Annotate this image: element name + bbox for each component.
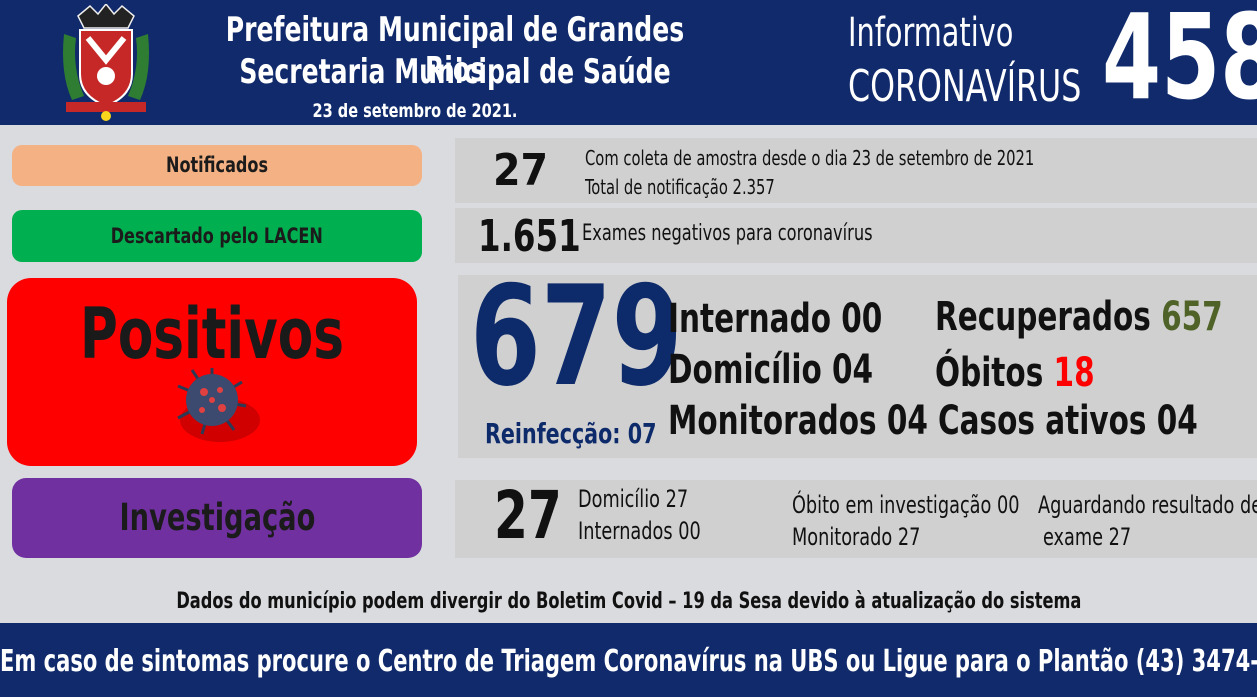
monitorados-text: Monitorados 04 xyxy=(668,398,928,444)
obitos-label: Óbitos xyxy=(935,350,1054,396)
inv-monitorado-text: Monitorado 27 xyxy=(792,523,921,551)
investigacao-panel xyxy=(455,480,1257,558)
notificados-line1: Com coleta de amostra desde o dia 23 de … xyxy=(585,146,1035,170)
recuperados-label: Recuperados xyxy=(935,294,1162,340)
coronavirus-label: CORONAVÍRUS xyxy=(848,61,1082,112)
positivos-panel xyxy=(458,275,1257,458)
descartado-label: Descartado pelo LACEN xyxy=(12,210,422,262)
footer-text: Em caso de sintomas procure o Centro de … xyxy=(0,644,1257,679)
inv-domicilio-text: Domicílio 27 xyxy=(578,485,689,513)
notificados-line2: Total de notificação 2.357 xyxy=(585,175,775,199)
inv-obito-text: Óbito em investigação 00 xyxy=(792,491,1020,519)
inv-internados-text: Internados 00 xyxy=(578,517,701,545)
notificados-label: Notificados xyxy=(12,145,422,186)
disclaimer-note: Dados do município podem divergir do Bol… xyxy=(175,589,1082,614)
header-title: Prefeitura Municipal de Grandes Rios xyxy=(225,10,685,90)
bulletin-number: 458 xyxy=(1102,0,1257,126)
recuperados-value: 657 xyxy=(1161,294,1223,340)
investigacao-label: Investigação xyxy=(12,478,422,558)
descartado-value: 1.651 xyxy=(478,211,581,262)
header-subtitle: Secretaria Municipal de Saúde xyxy=(239,52,671,92)
positivos-label: Positivos xyxy=(79,293,345,375)
inv-aguardando-text: Aguardando resultado de xyxy=(1038,491,1257,519)
investigacao-value: 27 xyxy=(494,477,562,554)
virus-icon xyxy=(177,368,260,442)
notificados-panel xyxy=(455,138,1257,203)
reinfeccao-text: Reinfecção: 07 xyxy=(485,417,657,450)
informativo-label: Informativo xyxy=(848,10,1014,56)
inv-exame-text: exame 27 xyxy=(1043,523,1132,551)
obitos-value: 18 xyxy=(1053,350,1095,396)
descartado-line1: Exames negativos para coronavírus xyxy=(582,221,873,246)
descartado-panel xyxy=(455,208,1257,263)
header-date: 23 de setembro de 2021. xyxy=(312,100,518,122)
recuperados-text: Recuperados 657 xyxy=(935,294,1223,340)
footer-banner: Em caso de sintomas procure o Centro de … xyxy=(0,623,1257,697)
coat-of-arms-icon xyxy=(63,4,149,121)
casos-ativos-text: Casos ativos 04 xyxy=(938,398,1198,444)
internado-text: Internado 00 xyxy=(668,296,883,342)
header-banner: Prefeitura Municipal de Grandes Rios Sec… xyxy=(0,0,1257,125)
notificados-value: 27 xyxy=(493,145,549,196)
obitos-text: Óbitos 18 xyxy=(935,350,1095,396)
positivos-value: 679 xyxy=(470,256,683,417)
domicilio-text: Domicílio 04 xyxy=(668,347,874,393)
